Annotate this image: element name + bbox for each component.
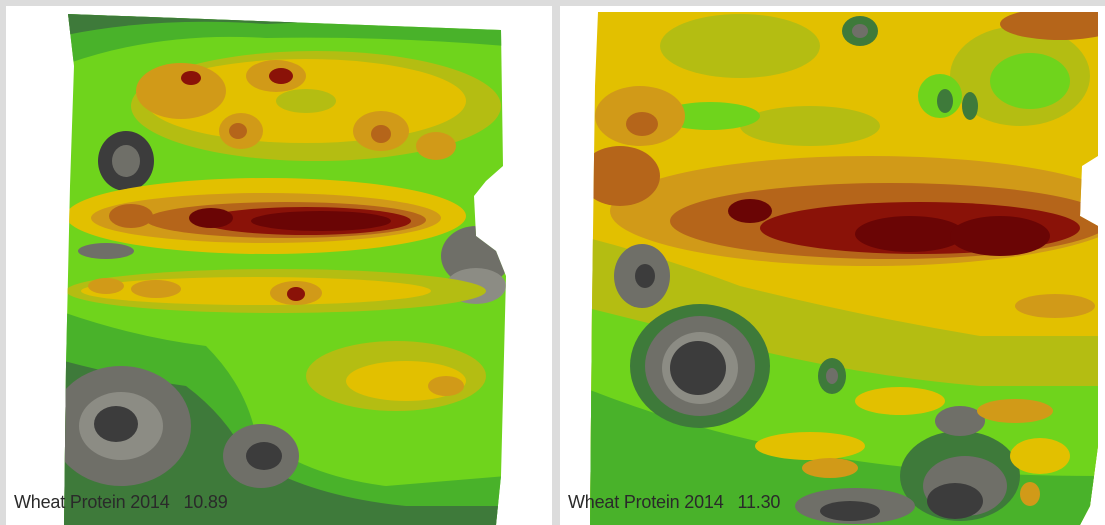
protein-map-right-field [590, 12, 1098, 525]
protein-map-left: Wheat Protein 2014 10.89 [6, 6, 552, 525]
map-caption-right: Wheat Protein 2014 11.30 [568, 492, 781, 512]
protein-map-left-field [64, 14, 506, 525]
map-caption-left: Wheat Protein 2014 10.89 [14, 492, 228, 512]
protein-map-right: Wheat Protein 2014 11.30 [560, 6, 1105, 525]
